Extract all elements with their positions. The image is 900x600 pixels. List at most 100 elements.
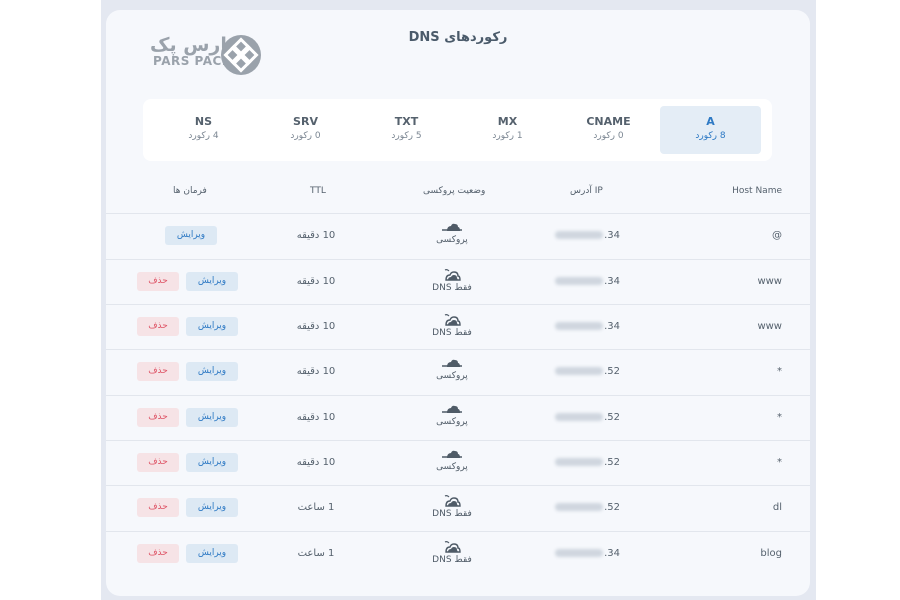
ttl-cell: 10 دقیقه	[296, 321, 336, 332]
row-divider	[106, 349, 810, 350]
proxy-status-label: پروکسی	[436, 235, 468, 245]
tab-record-count: 8 رکورد	[695, 131, 726, 141]
row-divider	[106, 531, 810, 532]
ip-address-cell: .34	[540, 321, 620, 332]
proxy-status-cell[interactable]: پروکسی	[407, 449, 497, 472]
ip-address-cell: .52	[540, 366, 620, 377]
proxy-status-cell[interactable]: فقط DNS	[407, 313, 497, 338]
proxy-status-label: فقط DNS	[432, 283, 472, 293]
ip-suffix: .52	[604, 457, 620, 468]
cloud-dns-only-icon	[444, 495, 461, 507]
redacted-ip-blur	[555, 413, 604, 421]
redacted-ip-blur	[555, 367, 604, 375]
row-divider	[106, 485, 810, 486]
tab-label: TXT	[394, 115, 419, 128]
proxy-status-label: فقط DNS	[432, 509, 472, 519]
ip-suffix: .34	[604, 276, 620, 287]
ip-address-cell: .34	[540, 230, 620, 241]
column-ip: آدرس IP	[570, 186, 603, 196]
tab-srv[interactable]: SRV 0 رکورد	[255, 106, 356, 154]
proxy-status-cell[interactable]: پروکسی	[407, 222, 497, 245]
ip-address-cell: .52	[540, 457, 620, 468]
edit-button[interactable]: ویرایش	[186, 362, 238, 381]
ip-suffix: .34	[604, 321, 620, 332]
ip-suffix: .34	[604, 230, 620, 241]
redacted-ip-blur	[555, 231, 604, 239]
logo-text-persian: پارس پک	[150, 34, 236, 56]
record-type-tabs: A 8 رکورد CNAME 0 رکورد MX 1 رکورد TXT 5 رکورد S…	[143, 99, 772, 161]
edit-button[interactable]: ویرایش	[186, 498, 238, 517]
ip-suffix: .34	[604, 548, 620, 559]
proxy-status-cell[interactable]: فقط DNS	[407, 494, 497, 519]
delete-button[interactable]: حذف	[137, 453, 179, 472]
proxy-status-cell[interactable]: پروکسی	[407, 404, 497, 427]
tab-txt[interactable]: TXT 5 رکورد	[356, 106, 457, 154]
logo-text-english: PARS PACK	[153, 54, 232, 68]
proxy-status-label: فقط DNS	[432, 555, 472, 565]
ip-address-cell: .34	[540, 548, 620, 559]
proxy-status-label: پروکسی	[436, 417, 468, 427]
cloud-proxy-icon	[442, 223, 462, 231]
tab-ns[interactable]: NS 4 رکورد	[153, 106, 254, 154]
delete-button[interactable]: حذف	[137, 544, 179, 563]
row-divider	[106, 304, 810, 305]
edit-button[interactable]: ویرایش	[165, 226, 217, 245]
tab-record-count: 0 رکورد	[593, 131, 624, 141]
ttl-cell: 10 دقیقه	[296, 412, 336, 423]
proxy-status-cell[interactable]: فقط DNS	[407, 540, 497, 565]
edit-button[interactable]: ویرایش	[186, 272, 238, 291]
tab-label: A	[706, 115, 715, 128]
tab-label: SRV	[293, 115, 318, 128]
proxy-status-label: پروکسی	[436, 462, 468, 472]
proxy-status-label: پروکسی	[436, 371, 468, 381]
ttl-cell: 1 ساعت	[297, 548, 335, 559]
parspack-logo: پارس پک PARS PACK	[150, 34, 264, 76]
redacted-ip-blur	[555, 458, 604, 466]
tab-record-count: 1 رکورد	[492, 131, 523, 141]
cloud-proxy-icon	[442, 450, 462, 458]
row-divider	[106, 259, 810, 260]
edit-button[interactable]: ویرایش	[186, 408, 238, 427]
delete-button[interactable]: حذف	[137, 498, 179, 517]
cloud-dns-only-icon	[444, 269, 461, 281]
delete-button[interactable]: حذف	[137, 362, 179, 381]
tab-a[interactable]: A 8 رکورد	[660, 106, 761, 154]
delete-button[interactable]: حذف	[137, 408, 179, 427]
logo-mark-icon	[221, 35, 261, 75]
delete-button[interactable]: حذف	[137, 317, 179, 336]
tab-label: MX	[497, 115, 518, 128]
ip-suffix: .52	[604, 366, 620, 377]
tab-record-count: 5 رکورد	[391, 131, 422, 141]
cloud-proxy-icon	[442, 359, 462, 367]
tab-record-count: 0 رکورد	[290, 131, 321, 141]
tab-label: CNAME	[586, 115, 631, 128]
edit-button[interactable]: ویرایش	[186, 317, 238, 336]
column-ttl: TTL	[310, 186, 326, 196]
ttl-cell: 10 دقیقه	[296, 276, 336, 287]
ip-address-cell: .34	[540, 276, 620, 287]
proxy-status-cell[interactable]: پروکسی	[407, 358, 497, 381]
ip-address-cell: .52	[540, 412, 620, 423]
tab-cname[interactable]: CNAME 0 رکورد	[558, 106, 659, 154]
tab-mx[interactable]: MX 1 رکورد	[457, 106, 558, 154]
redacted-ip-blur	[555, 503, 604, 511]
host-name-cell: www	[757, 276, 782, 287]
host-name-cell: *	[777, 412, 782, 423]
column-proxy: وضعیت پروکسی	[423, 186, 486, 196]
row-divider	[106, 440, 810, 441]
delete-button[interactable]: حذف	[137, 272, 179, 291]
edit-button[interactable]: ویرایش	[186, 544, 238, 563]
edit-button[interactable]: ویرایش	[186, 453, 238, 472]
host-name-cell: www	[757, 321, 782, 332]
host-name-cell: @	[772, 230, 782, 241]
column-actions: فرمان ها	[173, 186, 207, 196]
proxy-status-label: فقط DNS	[432, 328, 472, 338]
redacted-ip-blur	[555, 549, 604, 557]
proxy-status-cell[interactable]: فقط DNS	[407, 268, 497, 293]
ip-suffix: .52	[604, 502, 620, 513]
cloud-dns-only-icon	[444, 541, 461, 553]
host-name-cell: blog	[760, 548, 782, 559]
ttl-cell: 10 دقیقه	[296, 230, 336, 241]
row-divider	[106, 213, 810, 214]
tab-record-count: 4 رکورد	[188, 131, 219, 141]
